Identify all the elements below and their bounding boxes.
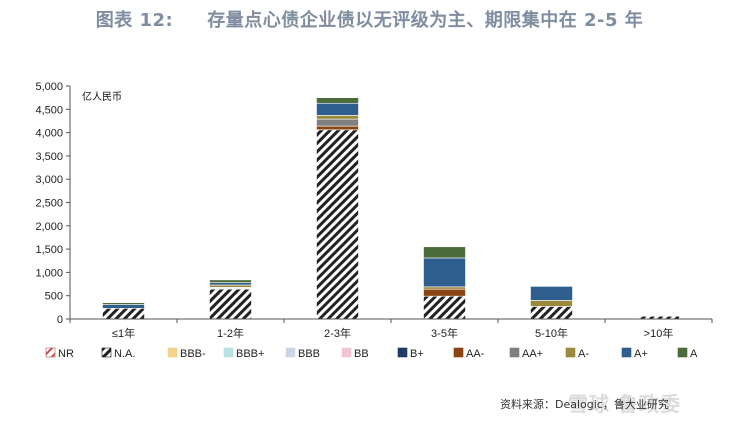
bar-segment xyxy=(209,279,252,283)
bar-segment xyxy=(423,288,466,297)
bar-segment xyxy=(102,304,145,309)
y-tick-label: 1,000 xyxy=(35,267,63,279)
bar-segment xyxy=(209,282,252,286)
bar-segment xyxy=(423,257,466,288)
legend-label: AA+ xyxy=(522,348,543,360)
bar-segment xyxy=(423,295,466,320)
chart-title: 图表 12: 存量点心债企业债以无评级为主、期限集中在 2-5 年 xyxy=(0,6,739,32)
legend: NR N.A. BBB- BBB+ BBB BB B+ AA- AA+ A- A+ A xyxy=(45,347,698,360)
bar-segment xyxy=(423,286,466,290)
y-tick-label: 3,000 xyxy=(35,174,63,186)
bar-segment xyxy=(316,125,359,131)
axes: 0 500 1,000 1,500 2,000 2,500 3,000 3,500 4,000 4… xyxy=(35,81,713,340)
bar-segment xyxy=(637,315,680,317)
y-tick-label: 4,000 xyxy=(35,128,63,140)
y-tick-label: 2,000 xyxy=(35,221,63,233)
legend-label: B+ xyxy=(410,348,424,360)
bar-segment xyxy=(530,300,573,307)
legend-swatch xyxy=(167,347,178,358)
y-tick-label: 3,500 xyxy=(35,151,63,163)
bar-segment xyxy=(316,115,359,120)
legend-swatch xyxy=(509,347,520,358)
bar-segment xyxy=(316,97,359,104)
bar-segment xyxy=(316,129,359,320)
y-tick-label: 1,500 xyxy=(35,244,63,256)
bar-segment xyxy=(530,306,573,320)
x-tick-label: 2-3年 xyxy=(324,326,351,340)
legend-swatch xyxy=(621,347,632,358)
x-tick-label: ≤1年 xyxy=(112,326,135,340)
legend-swatch xyxy=(45,347,56,358)
y-tick-label: 5,000 xyxy=(35,81,63,93)
legend-swatch xyxy=(677,347,688,358)
bar-segment xyxy=(209,288,252,320)
chart-title-label: 图表 12: xyxy=(95,10,174,31)
legend-label: A xyxy=(690,348,698,360)
chart-title-text: 存量点心债企业债以无评级为主、期限集中在 2-5 年 xyxy=(207,10,644,31)
bar-segment xyxy=(102,307,145,320)
legend-label: BBB+ xyxy=(236,348,264,360)
legend-label: BBB xyxy=(298,348,320,360)
x-tick-label: 1-2年 xyxy=(217,326,244,340)
legend-label: A+ xyxy=(634,348,648,360)
bar-segment xyxy=(316,102,359,116)
legend-swatch xyxy=(453,347,464,358)
legend-label: BBB- xyxy=(180,348,206,360)
source-note: 资料来源：Dealogic，鲁大业研究 xyxy=(500,398,669,411)
x-tick-label: 5-10年 xyxy=(535,326,568,340)
bar-segment xyxy=(316,118,359,127)
bar-segment xyxy=(209,284,252,288)
legend-label: A- xyxy=(578,348,589,360)
bar-segment xyxy=(423,246,466,259)
y-tick-label: 2,500 xyxy=(35,198,63,210)
legend-swatch xyxy=(565,347,576,358)
y-tick-label: 4,500 xyxy=(35,104,63,116)
x-tick-label: 3-5年 xyxy=(431,326,458,340)
unit-label: 亿人民币 xyxy=(82,90,122,103)
y-tick-label: 0 xyxy=(57,314,63,326)
legend-label: NR xyxy=(58,348,74,360)
legend-swatch xyxy=(341,347,352,358)
legend-swatch xyxy=(101,347,112,358)
legend-swatch xyxy=(397,347,408,358)
legend-label: BB xyxy=(354,348,369,360)
watermark: 雪球 鲁政委 xyxy=(568,392,681,416)
y-tick-label: 500 xyxy=(45,291,63,303)
legend-label: AA- xyxy=(466,348,485,360)
x-tick-label: >10年 xyxy=(644,326,674,340)
legend-swatch xyxy=(223,347,234,358)
legend-label: N.A. xyxy=(114,348,135,360)
legend-swatch xyxy=(285,347,296,358)
bar-segment xyxy=(102,302,145,305)
bars xyxy=(102,97,680,320)
bar-segment xyxy=(530,286,573,301)
